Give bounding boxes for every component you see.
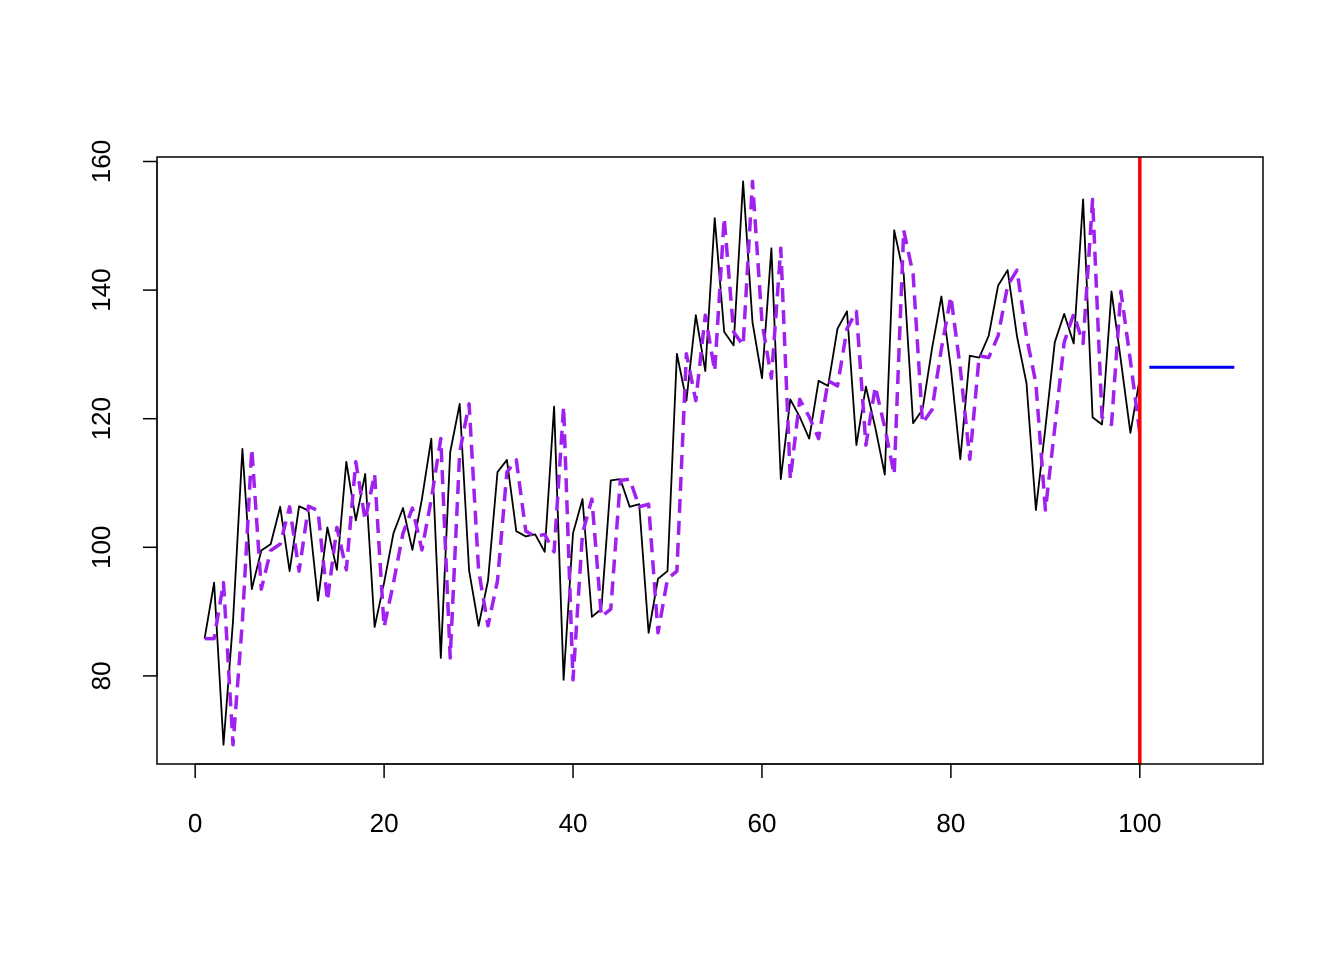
y-tick-label: 80 xyxy=(86,661,116,690)
x-tick-label: 80 xyxy=(936,808,965,838)
x-tick-label: 20 xyxy=(370,808,399,838)
y-tick-label: 160 xyxy=(86,140,116,183)
y-axis: 80 100 120 140 160 xyxy=(86,140,158,690)
x-tick-label: 100 xyxy=(1118,808,1161,838)
x-tick-label: 40 xyxy=(559,808,588,838)
x-tick-label: 0 xyxy=(188,808,202,838)
x-axis: 0 20 40 60 80 100 xyxy=(188,763,1162,838)
series-line-2 xyxy=(204,179,1142,747)
series-line-1 xyxy=(203,180,1141,746)
x-tick-label: 60 xyxy=(747,808,776,838)
y-tick-label: 140 xyxy=(86,268,116,311)
plot-frame xyxy=(156,156,1264,765)
y-tick-label: 120 xyxy=(86,397,116,440)
plot-area xyxy=(203,157,1235,764)
y-tick-label: 100 xyxy=(86,526,116,569)
